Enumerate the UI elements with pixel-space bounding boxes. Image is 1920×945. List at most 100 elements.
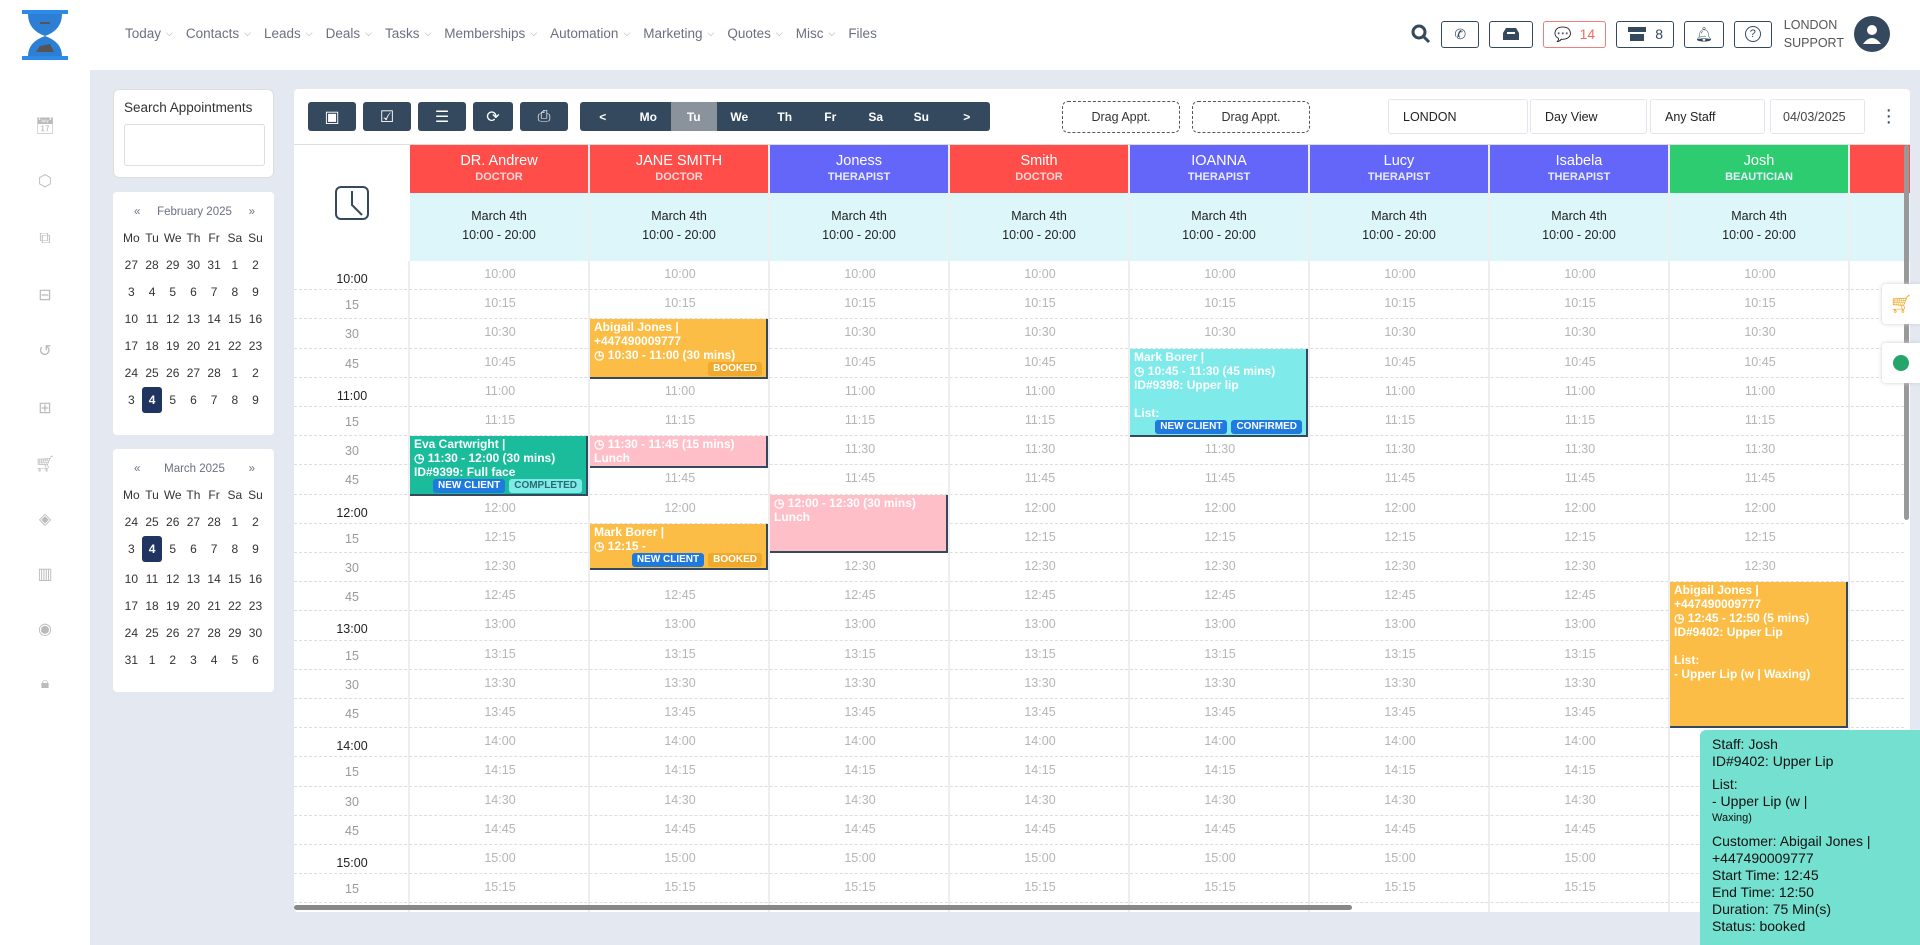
calendar-day[interactable]: 6 (190, 285, 197, 299)
staff-header-partial[interactable] (1850, 145, 1910, 193)
calendar-day[interactable]: 20 (186, 339, 201, 353)
time-slot[interactable]: 11:45 (1744, 471, 1776, 486)
calendar-day[interactable]: 13 (186, 572, 201, 586)
calendar-day[interactable]: 18 (145, 599, 159, 613)
calendar-day[interactable]: 28 (145, 258, 159, 272)
time-slot[interactable]: 13:00 (664, 617, 696, 632)
time-slot[interactable]: 12:45 (1384, 588, 1416, 603)
time-slot[interactable]: 15:00 (844, 851, 876, 865)
time-slot[interactable]: 14:30 (844, 792, 876, 807)
time-slot[interactable]: 10:30 (1204, 325, 1236, 340)
vertical-scrollbar[interactable] (1904, 145, 1909, 520)
time-slot[interactable]: 13:45 (664, 705, 696, 719)
time-slot[interactable]: 13:30 (844, 675, 876, 690)
time-slot[interactable]: 12:00 (664, 500, 696, 515)
calendar-day[interactable]: 30 (186, 258, 201, 272)
time-slot[interactable]: 12:00 (484, 500, 516, 515)
time-slot[interactable]: 14:45 (844, 821, 876, 836)
location-select[interactable]: LONDON (1388, 99, 1528, 134)
whatsapp-float-button[interactable] (1882, 343, 1920, 383)
time-slot[interactable]: 13:00 (1204, 617, 1236, 632)
day-tu[interactable]: Tu (671, 102, 717, 131)
notifications-button[interactable]: 🔔︎ (1684, 20, 1724, 48)
nav-memberships[interactable]: Memberships ⌵ (444, 26, 537, 41)
time-slot[interactable]: 10:45 (1564, 354, 1596, 369)
calendar-day[interactable]: 28 (207, 366, 221, 380)
time-slot[interactable]: 15:15 (664, 880, 696, 895)
calendar-day[interactable]: 10 (124, 572, 139, 586)
calendar-day[interactable]: 1 (231, 258, 239, 272)
calendar-day[interactable]: 24 (124, 366, 139, 380)
calendar-day[interactable]: 30 (248, 626, 263, 640)
time-slot[interactable]: 10:30 (1024, 325, 1056, 340)
cart-icon[interactable]: 🛒︎ (34, 456, 56, 473)
time-slot[interactable]: 13:45 (484, 705, 516, 719)
avatar[interactable] (1854, 16, 1890, 52)
prev-month-button[interactable]: « (134, 206, 141, 218)
time-slot[interactable]: 12:00 (1024, 500, 1056, 515)
time-slot[interactable]: 13:00 (844, 617, 876, 632)
time-slot[interactable]: 13:30 (1024, 675, 1056, 690)
appointment-block[interactable]: Eva Cartwright | ◷ 11:30 - 12:00 (30 mins… (410, 436, 588, 497)
time-slot[interactable]: 12:15 (1204, 529, 1236, 544)
gift-icon[interactable]: ⊞ (38, 400, 52, 417)
appointment-block[interactable]: Abigail Jones | +447490009777 ◷ 10:30 - 11… (590, 319, 768, 380)
calendar-day[interactable]: 1 (148, 653, 156, 667)
help-button[interactable]: ? (1733, 20, 1772, 48)
appointment-block[interactable]: Abigail Jones | +447490009777 ◷ 12:45 - 12… (1670, 582, 1848, 729)
time-slot[interactable]: 13:45 (1204, 705, 1236, 719)
calendar-day[interactable]: 19 (166, 339, 180, 353)
calendar-day[interactable]: 11 (145, 572, 159, 586)
time-slot[interactable]: 14:30 (484, 792, 516, 807)
calendar-day[interactable]: 26 (166, 626, 180, 640)
time-slot[interactable]: 12:45 (1204, 588, 1236, 603)
staff-header[interactable]: Isabela THERAPIST (1490, 145, 1670, 193)
time-slot[interactable]: 14:30 (1024, 792, 1056, 807)
calendar-day[interactable]: 27 (186, 366, 201, 380)
time-slot[interactable]: 12:45 (664, 588, 696, 603)
time-slot[interactable]: 10:15 (1024, 296, 1056, 311)
day-fr[interactable]: Fr (824, 109, 837, 124)
time-slot[interactable]: 10:30 (1564, 325, 1596, 340)
time-slot[interactable]: 13:45 (844, 705, 876, 719)
time-slot[interactable]: 12:00 (1564, 500, 1596, 515)
time-slot[interactable]: 12:45 (484, 588, 516, 603)
calendar-day[interactable]: 6 (190, 542, 197, 556)
time-slot[interactable]: 11:15 (1384, 413, 1416, 427)
selected-day[interactable]: 4 (141, 387, 163, 413)
time-slot[interactable]: 11:00 (664, 383, 696, 398)
calendar-day[interactable]: 28 (207, 515, 221, 529)
time-slot[interactable]: 11:30 (1204, 442, 1236, 457)
nav-files[interactable]: Files (848, 26, 877, 41)
time-slot[interactable]: 10:15 (664, 296, 696, 311)
time-slot[interactable]: 11:45 (1204, 471, 1236, 486)
calendar-day[interactable]: 16 (248, 312, 263, 326)
calendar-day[interactable]: 31 (207, 258, 221, 272)
calendar-day[interactable]: 27 (186, 626, 201, 640)
time-slot[interactable]: 10:00 (1024, 267, 1056, 281)
time-slot[interactable]: 12:45 (1024, 588, 1056, 603)
time-slot[interactable]: 11:45 (664, 471, 696, 486)
time-slot[interactable]: 11:15 (1024, 413, 1056, 427)
box-icon[interactable]: ⬡ (38, 173, 52, 190)
calendar-day[interactable]: 22 (228, 599, 242, 613)
calendar-day[interactable]: 5 (169, 542, 177, 556)
print-button[interactable]: ⎙ (520, 102, 568, 131)
drag-appointment-1[interactable]: Drag Appt. (1062, 101, 1180, 133)
nav-tasks[interactable]: Tasks ⌵ (385, 26, 431, 41)
calendar-day[interactable]: 2 (252, 515, 259, 529)
time-slot[interactable]: 13:15 (1564, 646, 1596, 661)
time-slot[interactable]: 11:30 (1024, 442, 1056, 457)
time-slot[interactable]: 11:30 (1744, 442, 1776, 457)
time-slot[interactable]: 13:45 (1564, 705, 1596, 719)
time-slot[interactable]: 15:00 (484, 851, 516, 865)
calendar-day[interactable]: 2 (252, 258, 259, 272)
calendar-day[interactable]: 26 (166, 515, 180, 529)
appointment-block[interactable]: ◷ 12:00 - 12:30 (30 mins) Lunch (770, 494, 948, 553)
time-slot[interactable]: 12:45 (844, 588, 876, 603)
tag-icon[interactable]: ◈ (38, 511, 52, 528)
time-slot[interactable]: 13:30 (1204, 675, 1236, 690)
selected-day[interactable]: 4 (141, 536, 163, 562)
calendar-day[interactable]: 21 (207, 339, 221, 353)
calendar-day[interactable]: 9 (252, 542, 259, 556)
